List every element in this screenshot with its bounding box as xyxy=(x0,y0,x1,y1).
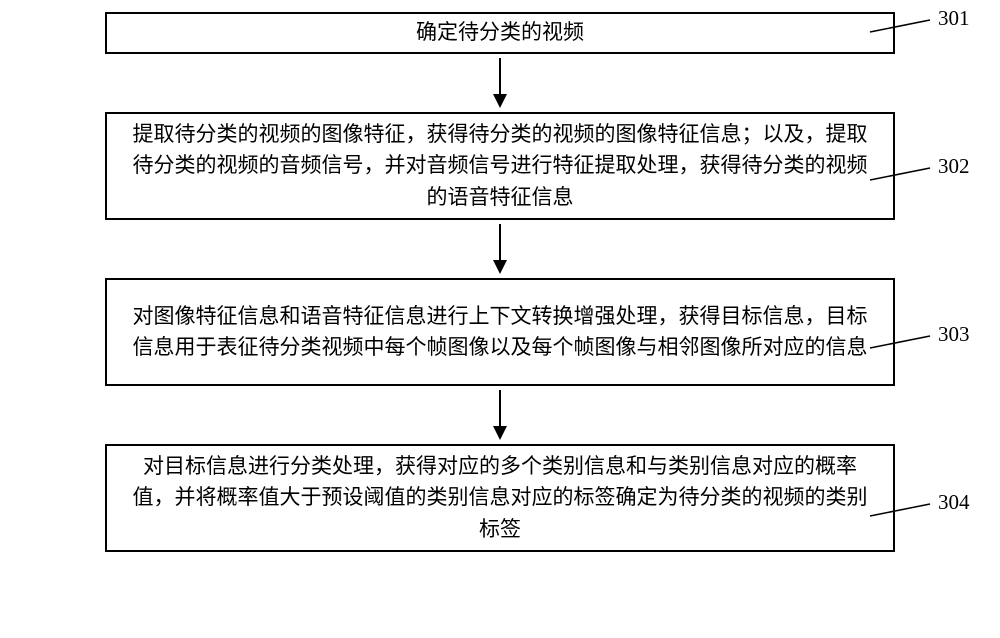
arrow-1 xyxy=(40,58,960,108)
arrow-icon xyxy=(485,58,515,108)
arrow-icon xyxy=(485,390,515,440)
step-label-304: 304 xyxy=(938,490,970,515)
flowchart-container: 确定待分类的视频 提取待分类的视频的图像特征，获得待分类的视频的图像特征信息；以… xyxy=(40,12,960,552)
arrow-3 xyxy=(40,390,960,440)
step-label-302: 302 xyxy=(938,154,970,179)
step-box-302: 提取待分类的视频的图像特征，获得待分类的视频的图像特征信息；以及，提取待分类的视… xyxy=(105,112,895,220)
step-box-303: 对图像特征信息和语音特征信息进行上下文转换增强处理，获得目标信息，目标信息用于表… xyxy=(105,278,895,386)
arrow-icon xyxy=(485,224,515,274)
arrow-2 xyxy=(40,224,960,274)
step-label-301: 301 xyxy=(938,6,970,31)
step-text: 提取待分类的视频的图像特征，获得待分类的视频的图像特征信息；以及，提取待分类的视… xyxy=(127,119,873,214)
step-text: 对图像特征信息和语音特征信息进行上下文转换增强处理，获得目标信息，目标信息用于表… xyxy=(127,301,873,364)
step-box-301: 确定待分类的视频 xyxy=(105,12,895,54)
step-text: 确定待分类的视频 xyxy=(416,17,584,49)
step-text: 对目标信息进行分类处理，获得对应的多个类别信息和与类别信息对应的概率值，并将概率… xyxy=(127,451,873,546)
step-label-303: 303 xyxy=(938,322,970,347)
step-box-304: 对目标信息进行分类处理，获得对应的多个类别信息和与类别信息对应的概率值，并将概率… xyxy=(105,444,895,552)
